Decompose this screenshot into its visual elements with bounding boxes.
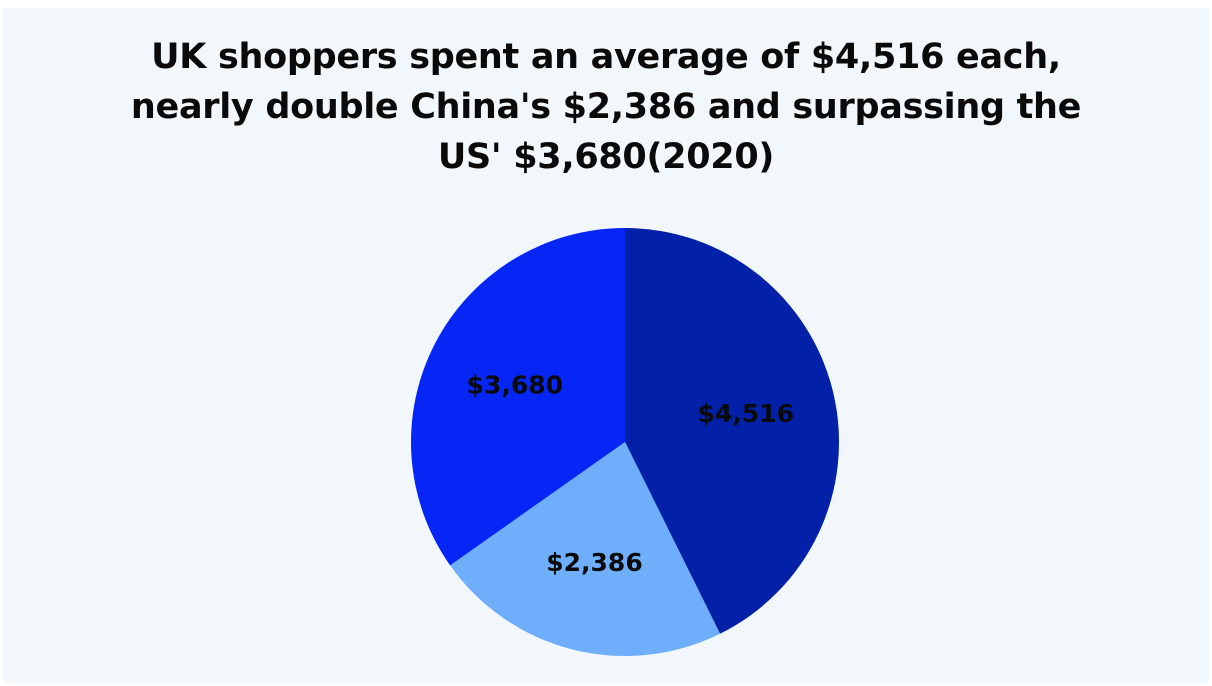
pie-slice-3 <box>411 228 625 566</box>
chart-title: UK shoppers spent an average of $4,516 e… <box>3 32 1209 182</box>
pie-slice-2 <box>450 442 721 657</box>
pie-slices <box>411 228 840 657</box>
pie-slice-1 <box>625 228 840 634</box>
pie-slice-label-2: $2,386 <box>546 548 642 577</box>
chart-title-line-1: UK shoppers spent an average of $4,516 e… <box>151 37 1061 77</box>
pie-labels: $4,516 $2,386 $3,680 <box>467 370 794 576</box>
pie-slice-label-1: $4,516 <box>698 399 794 428</box>
pie-slice-label-3: $3,680 <box>467 370 563 399</box>
chart-title-line-3: US' $3,680(2020) <box>437 137 775 177</box>
chart-title-line-2: nearly double China's $2,386 and surpass… <box>130 87 1082 127</box>
